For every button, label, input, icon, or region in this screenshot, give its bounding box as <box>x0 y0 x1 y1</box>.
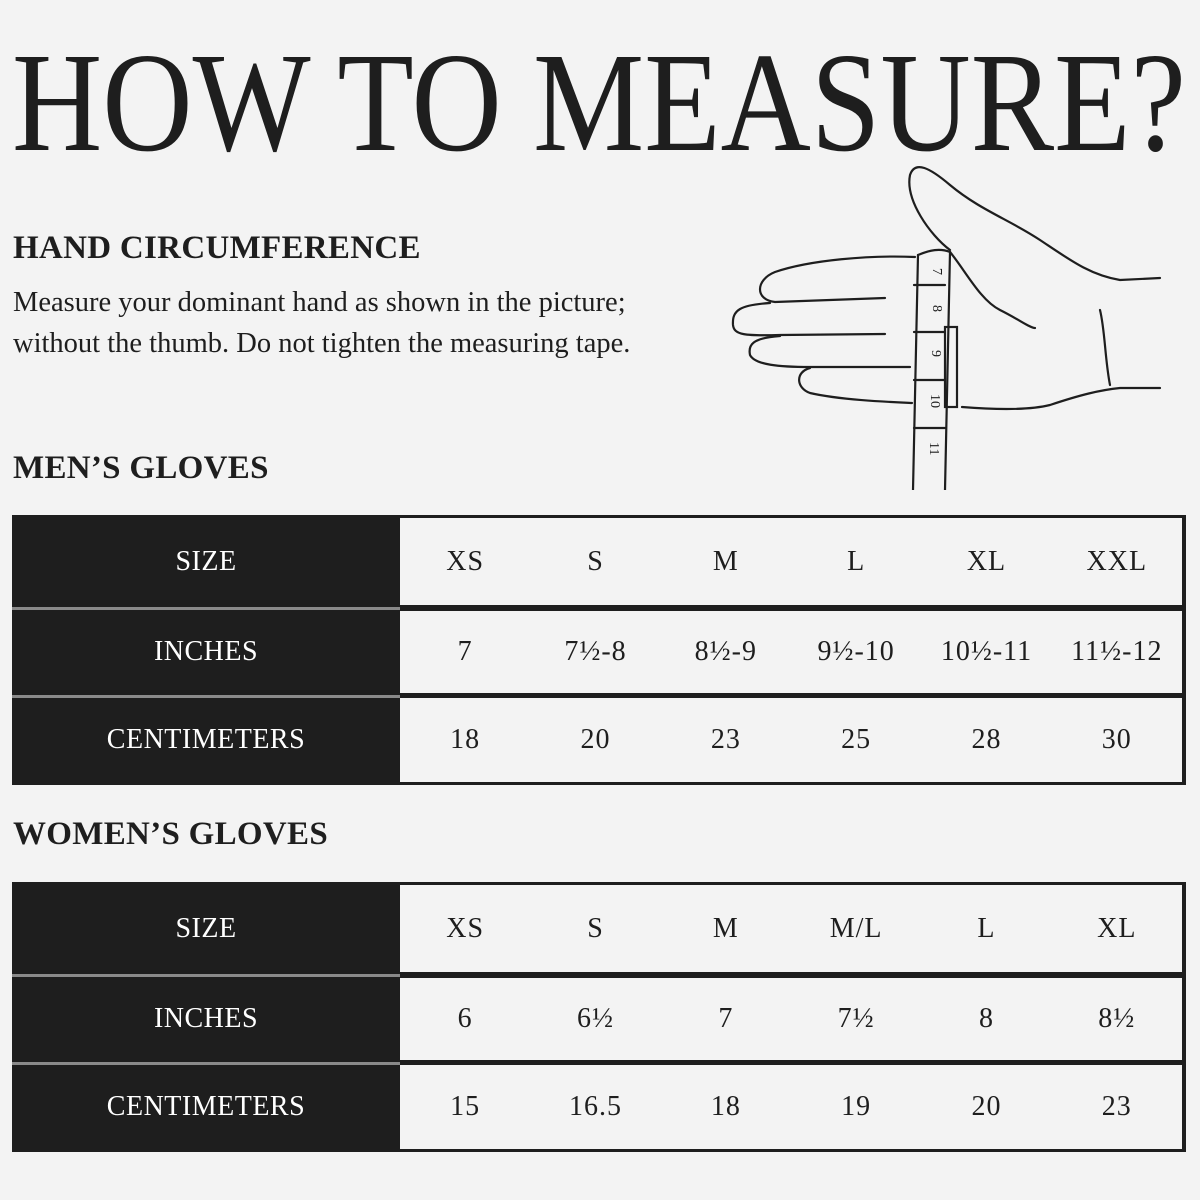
row-values: 7 7½-8 8½-9 9½-10 10½-11 11½-12 <box>400 611 1182 693</box>
row-values: 15 16.5 18 19 20 23 <box>400 1065 1182 1149</box>
womens-gloves-heading: WOMEN’S GLOVES <box>13 816 328 852</box>
table-cell: 23 <box>1101 1091 1132 1122</box>
tape-mark: 10 <box>927 394 942 408</box>
table-cell: M <box>712 912 739 944</box>
row-label: SIZE <box>12 885 400 972</box>
table-cell: 7 <box>718 1003 734 1034</box>
table-cell: 10½-11 <box>940 636 1033 667</box>
row-divider <box>12 1062 400 1065</box>
table-cell: 9½-10 <box>817 636 895 667</box>
table-cell: 6½ <box>576 1003 614 1034</box>
measure-instructions: Measure your dominant hand as shown in t… <box>13 287 631 359</box>
table-cell: 28 <box>971 724 1002 755</box>
row-values: 18 20 23 25 28 30 <box>400 698 1182 782</box>
tape-mark: 7 <box>929 268 944 275</box>
row-label: CENTIMETERS <box>12 1065 400 1149</box>
table-cell: 18 <box>450 724 481 755</box>
table-row: INCHES 6 6½ 7 7½ 8 8½ <box>12 978 1186 1060</box>
table-cell: 15 <box>450 1091 481 1122</box>
table-cell: XXL <box>1086 545 1148 577</box>
table-cell: M/L <box>829 912 883 944</box>
table-row: INCHES 7 7½-8 8½-9 9½-10 10½-11 11½-12 <box>12 611 1186 693</box>
tape-mark: 11 <box>926 442 941 455</box>
table-cell: L <box>847 545 866 577</box>
row-label: INCHES <box>12 978 400 1060</box>
row-label: CENTIMETERS <box>12 698 400 782</box>
row-values: XS S M M/L L XL <box>400 885 1182 972</box>
table-cell: 8½-9 <box>694 636 757 667</box>
table-cell: 25 <box>841 724 872 755</box>
table-cell: XL <box>966 545 1007 577</box>
hand-circumference-heading: HAND CIRCUMFERENCE <box>13 230 421 266</box>
table-cell: 30 <box>1101 724 1132 755</box>
mens-gloves-heading: MEN’S GLOVES <box>13 450 269 486</box>
tape-mark: 8 <box>929 305 944 312</box>
mens-size-table: SIZE XS S M L XL XXL INCHES 7 7½-8 8½-9 9½-10 10½-11… <box>12 515 1186 785</box>
table-cell: 8 <box>978 1003 994 1034</box>
womens-size-table: SIZE XS S M M/L L XL INCHES 6 6½ 7 7½ 8 8½ CENTIMETERS… <box>12 882 1186 1152</box>
table-cell: 16.5 <box>568 1091 622 1122</box>
table-cell: XS <box>446 545 485 577</box>
row-divider <box>12 695 400 698</box>
row-label: SIZE <box>12 518 400 605</box>
table-cell: 23 <box>710 724 741 755</box>
tape-mark: 9 <box>928 350 943 357</box>
table-cell: S <box>587 912 604 944</box>
table-cell: M <box>712 545 739 577</box>
table-cell: 20 <box>971 1091 1002 1122</box>
table-cell: XS <box>446 912 485 944</box>
row-values: XS S M L XL XXL <box>400 518 1182 605</box>
table-cell: 19 <box>841 1091 872 1122</box>
row-values: 6 6½ 7 7½ 8 8½ <box>400 978 1182 1060</box>
table-row: SIZE XS S M L XL XXL <box>12 518 1186 605</box>
hand-with-measuring-tape-icon: 7 8 9 10 11 <box>731 166 1162 490</box>
row-label: INCHES <box>12 611 400 693</box>
table-row: SIZE XS S M M/L L XL <box>12 885 1186 972</box>
table-cell: XL <box>1097 912 1137 944</box>
table-cell: 7 <box>457 636 473 667</box>
page-title: HOW TO MEASURE? <box>12 40 1186 170</box>
table-cell: 18 <box>710 1091 741 1122</box>
table-cell: 8½ <box>1098 1003 1136 1034</box>
table-cell: 11½-12 <box>1071 636 1163 667</box>
table-cell: 20 <box>580 724 611 755</box>
table-row: CENTIMETERS 18 20 23 25 28 30 <box>12 698 1186 782</box>
table-cell: 6 <box>457 1003 473 1034</box>
table-cell: 7½ <box>837 1003 875 1034</box>
row-divider <box>12 607 400 610</box>
page-title-text: HOW TO MEASURE? <box>12 40 1186 170</box>
table-cell: 7½-8 <box>564 636 627 667</box>
table-cell: S <box>587 545 604 577</box>
row-divider <box>12 974 400 977</box>
table-cell: L <box>977 912 996 944</box>
table-row: CENTIMETERS 15 16.5 18 19 20 23 <box>12 1065 1186 1149</box>
